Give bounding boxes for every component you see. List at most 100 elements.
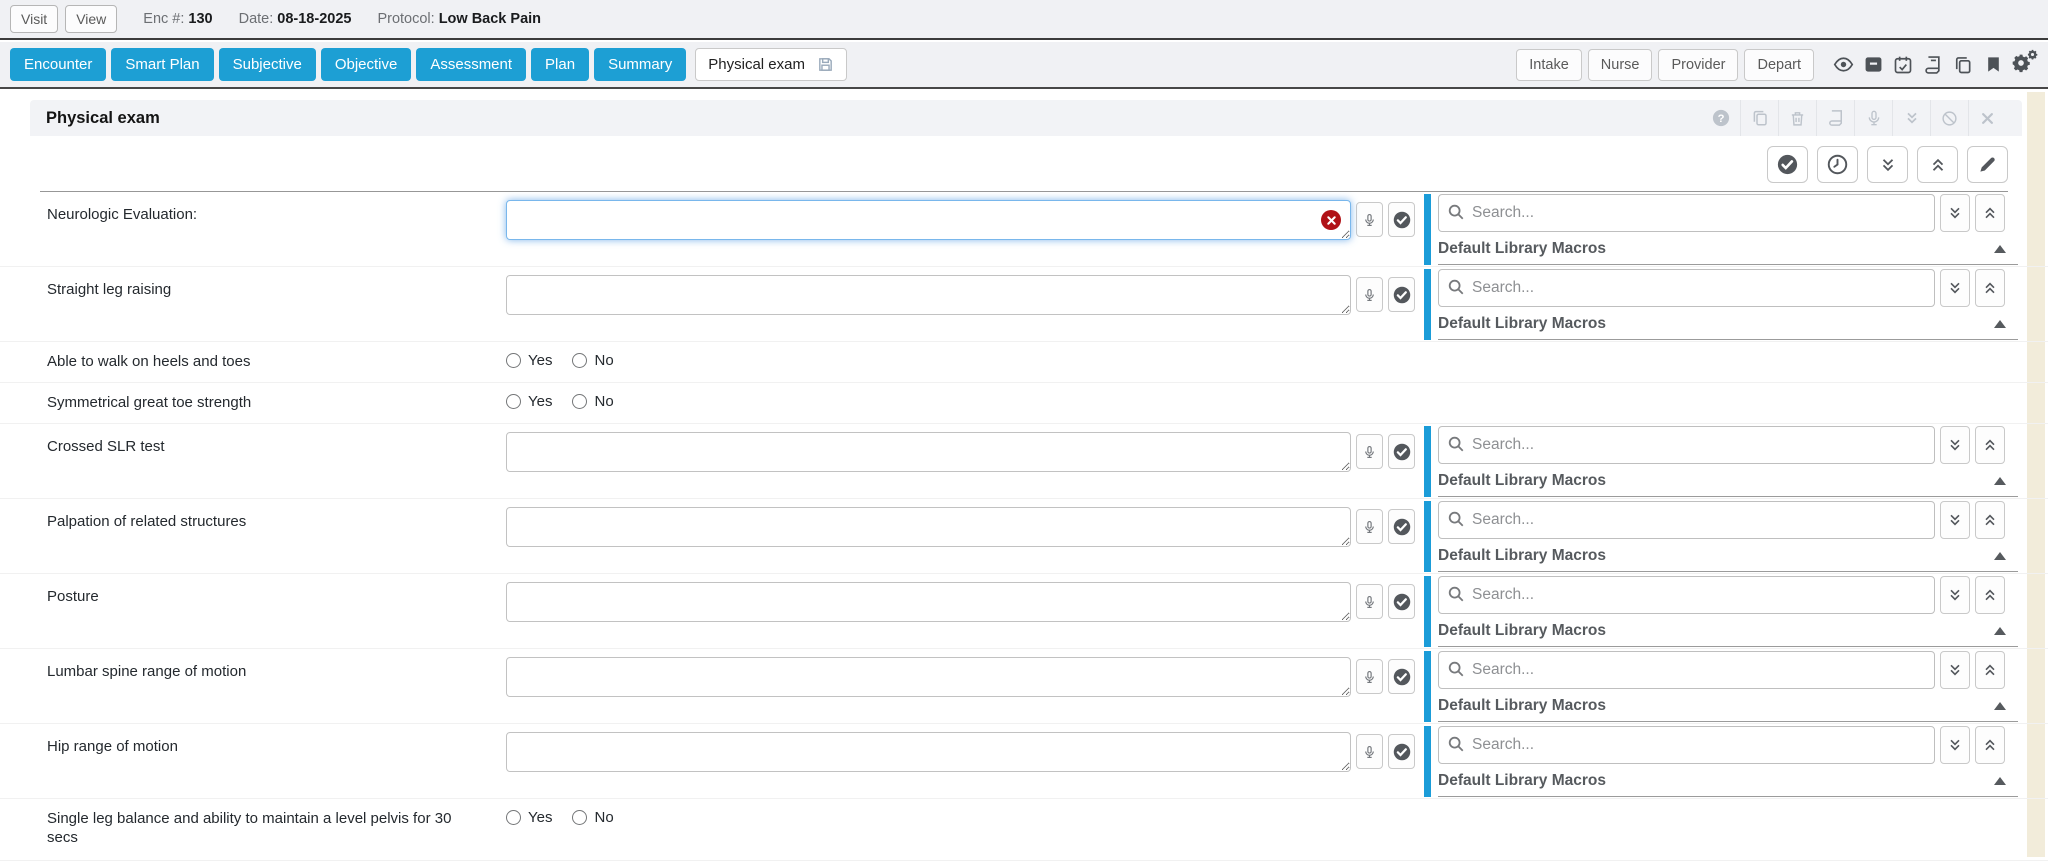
- encounter-date: Date: 08-18-2025: [239, 11, 352, 27]
- macro-search-input[interactable]: [1438, 269, 1935, 307]
- macro-search-input[interactable]: [1438, 501, 1935, 539]
- macros-collapse-button[interactable]: [1975, 501, 2005, 539]
- help-icon[interactable]: ?: [1702, 100, 1740, 136]
- macros-expand-button[interactable]: [1940, 726, 1970, 764]
- clear-field-icon[interactable]: [1321, 210, 1341, 230]
- macro-library-header[interactable]: Default Library Macros: [1438, 309, 2018, 340]
- macro-library-header[interactable]: Default Library Macros: [1438, 766, 2018, 797]
- macro-search-input[interactable]: [1438, 426, 1935, 464]
- dictate-button[interactable]: [1356, 277, 1383, 312]
- confirm-button[interactable]: [1388, 277, 1415, 312]
- copy-icon[interactable]: [1948, 50, 1978, 80]
- radio-yes[interactable]: Yes: [506, 352, 552, 369]
- visit-button[interactable]: Visit: [10, 5, 59, 33]
- confirm-button[interactable]: [1388, 434, 1415, 469]
- macro-search-input[interactable]: [1438, 576, 1935, 614]
- bookmark-icon[interactable]: [1978, 50, 2008, 80]
- macros-collapse-button[interactable]: [1975, 726, 2005, 764]
- confirm-button[interactable]: [1388, 509, 1415, 544]
- gears-icon[interactable]: [2008, 49, 2038, 80]
- close-icon[interactable]: [1968, 100, 2006, 136]
- exam-row-single-leg-balance: Single leg balance and ability to mainta…: [0, 799, 2048, 861]
- radio-no[interactable]: No: [572, 809, 614, 826]
- eye-icon[interactable]: [1828, 50, 1858, 80]
- expand-all-button[interactable]: [1867, 146, 1908, 183]
- book-icon[interactable]: [1918, 50, 1948, 80]
- radio-circle-icon[interactable]: [572, 810, 588, 825]
- dictate-button[interactable]: [1356, 734, 1383, 769]
- tab-encounter[interactable]: Encounter: [10, 48, 107, 81]
- check-circle-button[interactable]: [1767, 146, 1808, 183]
- macros-collapse-button[interactable]: [1975, 194, 2005, 232]
- macros-collapse-button[interactable]: [1975, 651, 2005, 689]
- macros-expand-button[interactable]: [1940, 651, 1970, 689]
- microphone-icon[interactable]: [1854, 100, 1892, 136]
- tab-physical-exam-active[interactable]: Physical exam: [695, 48, 847, 81]
- macros-collapse-button[interactable]: [1975, 576, 2005, 614]
- macro-library-header[interactable]: Default Library Macros: [1438, 234, 2018, 265]
- history-clock-button[interactable]: [1817, 146, 1858, 183]
- book-icon[interactable]: [1816, 100, 1854, 136]
- radio-circle-icon[interactable]: [506, 353, 521, 368]
- field-textarea[interactable]: [506, 657, 1351, 697]
- confirm-button[interactable]: [1388, 659, 1415, 694]
- field-textarea[interactable]: [506, 432, 1351, 472]
- macro-panel-accent: [1424, 501, 1431, 572]
- calendar-check-icon[interactable]: [1888, 50, 1918, 80]
- field-textarea[interactable]: [506, 582, 1351, 622]
- tab-objective[interactable]: Objective: [320, 48, 412, 81]
- macro-search-input[interactable]: [1438, 726, 1935, 764]
- collapse-all-button[interactable]: [1917, 146, 1958, 183]
- macros-expand-button[interactable]: [1940, 426, 1970, 464]
- field-textarea[interactable]: [506, 507, 1351, 547]
- radio-circle-icon[interactable]: [506, 810, 521, 825]
- depart-button[interactable]: Depart: [1744, 48, 1814, 81]
- field-textarea[interactable]: [506, 200, 1351, 240]
- radio-circle-icon[interactable]: [506, 394, 521, 409]
- radio-no[interactable]: No: [572, 393, 614, 410]
- macro-library-header[interactable]: Default Library Macros: [1438, 616, 2018, 647]
- tab-subjective[interactable]: Subjective: [218, 48, 316, 81]
- intake-button[interactable]: Intake: [1516, 48, 1582, 81]
- trash-icon[interactable]: [1778, 100, 1816, 136]
- dictate-button[interactable]: [1356, 659, 1383, 694]
- confirm-button[interactable]: [1388, 584, 1415, 619]
- macro-search-input[interactable]: [1438, 651, 1935, 689]
- edit-pencil-button[interactable]: [1967, 146, 2008, 183]
- macro-library-header[interactable]: Default Library Macros: [1438, 691, 2018, 722]
- macros-expand-button[interactable]: [1940, 576, 1970, 614]
- macros-expand-button[interactable]: [1940, 194, 1970, 232]
- radio-yes[interactable]: Yes: [506, 393, 552, 410]
- confirm-button[interactable]: [1388, 734, 1415, 769]
- tab-smart-plan[interactable]: Smart Plan: [111, 48, 214, 81]
- archive-icon[interactable]: [1858, 50, 1888, 80]
- nurse-button[interactable]: Nurse: [1587, 48, 1653, 81]
- radio-no[interactable]: No: [572, 352, 614, 369]
- copy-icon[interactable]: [1740, 100, 1778, 136]
- macro-search-input[interactable]: [1438, 194, 1935, 232]
- view-button[interactable]: View: [65, 5, 118, 33]
- dictate-button[interactable]: [1356, 202, 1383, 237]
- macros-expand-button[interactable]: [1940, 269, 1970, 307]
- search-icon: [1447, 660, 1465, 678]
- macros-expand-button[interactable]: [1940, 501, 1970, 539]
- provider-button[interactable]: Provider: [1658, 48, 1739, 81]
- radio-circle-icon[interactable]: [572, 353, 588, 368]
- confirm-button[interactable]: [1388, 202, 1415, 237]
- radio-circle-icon[interactable]: [572, 394, 588, 409]
- chevron-double-down-icon[interactable]: [1892, 100, 1930, 136]
- macro-library-header[interactable]: Default Library Macros: [1438, 466, 2018, 497]
- field-textarea[interactable]: [506, 732, 1351, 772]
- macro-library-header[interactable]: Default Library Macros: [1438, 541, 2018, 572]
- macros-collapse-button[interactable]: [1975, 426, 2005, 464]
- dictate-button[interactable]: [1356, 584, 1383, 619]
- dictate-button[interactable]: [1356, 434, 1383, 469]
- radio-yes[interactable]: Yes: [506, 809, 552, 826]
- tab-plan[interactable]: Plan: [531, 48, 590, 81]
- macros-collapse-button[interactable]: [1975, 269, 2005, 307]
- field-textarea[interactable]: [506, 275, 1351, 315]
- tab-assessment[interactable]: Assessment: [416, 48, 527, 81]
- tab-summary[interactable]: Summary: [594, 48, 687, 81]
- ban-icon[interactable]: [1930, 100, 1968, 136]
- dictate-button[interactable]: [1356, 509, 1383, 544]
